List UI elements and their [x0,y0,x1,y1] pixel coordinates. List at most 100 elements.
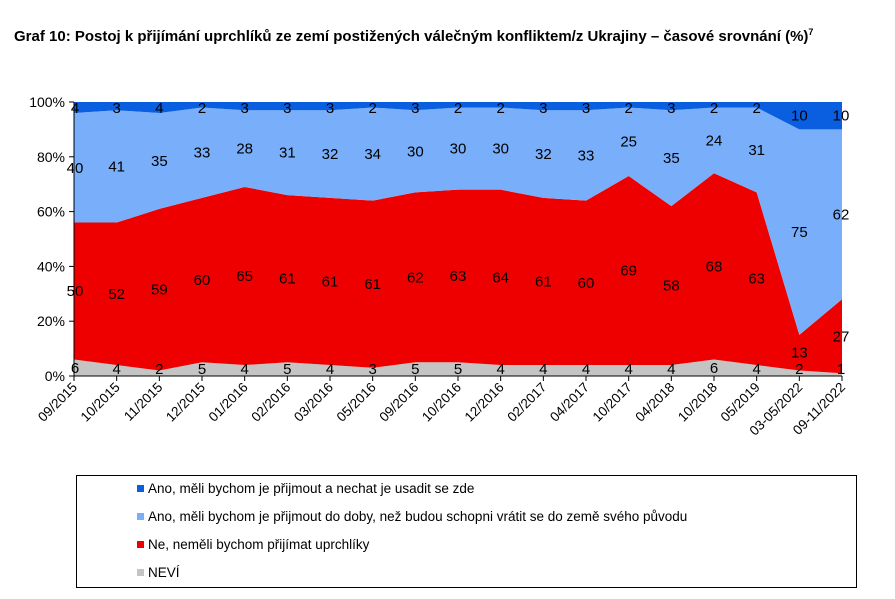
y-tick-label: 20% [37,313,65,329]
legend-label: Ano, měli bychom je přijmout a nechat je… [148,480,475,496]
data-label: 30 [492,141,509,158]
data-label: 3 [112,100,120,117]
x-tick-label: 02/2016 [248,380,293,425]
data-label: 59 [151,282,168,299]
data-label: 2 [155,361,163,378]
data-label: 5 [454,361,462,378]
data-label: 61 [279,271,296,288]
data-label: 6 [71,360,79,377]
x-tick-label: 12/2015 [163,380,208,425]
y-tick-label: 40% [37,258,65,274]
data-label: 32 [322,146,339,163]
data-label: 25 [620,134,637,151]
data-label: 3 [283,100,291,117]
data-label: 3 [411,100,419,117]
data-label: 4 [112,361,120,378]
stacked-area-chart: 0%20%40%60%80%100%09/201510/201511/20151… [29,94,850,438]
data-label: 4 [155,100,163,117]
data-label: 27 [833,328,850,345]
data-label: 50 [67,283,84,300]
legend-item: Ano, měli bychom je přijmout a nechat je… [137,480,474,496]
data-label: 60 [578,275,595,292]
data-label: 6 [710,360,718,377]
y-tick-label: 100% [29,94,65,110]
y-tick-label: 60% [37,204,65,220]
x-tick-label: 03/2016 [291,380,336,425]
data-label: 3 [667,100,675,117]
data-label: 40 [67,160,84,177]
data-label: 4 [326,361,334,378]
data-label: 28 [236,141,253,158]
data-label: 4 [624,361,632,378]
x-tick-label: 04/2018 [632,380,677,425]
data-label: 3 [368,361,376,378]
legend-swatch [137,568,144,576]
legend-swatch [137,484,144,492]
data-label: 24 [706,132,723,149]
data-label: 30 [450,141,467,158]
data-label: 33 [578,147,595,164]
data-label: 4 [582,361,590,378]
legend-item: Ano, měli bychom je přijmout do doby, ne… [137,508,687,524]
data-label: 4 [496,361,504,378]
x-tick-label: 02/2017 [504,380,549,425]
series-area-2 [74,107,842,335]
legend-label: Ne, neměli bychom přijímat uprchlíky [148,536,370,552]
y-tick-label: 80% [37,149,65,165]
legend-swatch [137,512,144,520]
data-label: 31 [279,145,296,162]
data-label: 1 [837,361,845,378]
data-label: 3 [326,100,334,117]
data-label: 5 [198,361,206,378]
legend-item: NEVÍ [137,564,180,580]
data-label: 61 [322,273,339,290]
data-label: 3 [582,100,590,117]
data-label: 65 [236,268,253,285]
data-label: 4 [71,100,79,117]
series-area-3 [74,102,842,130]
legend-label: NEVÍ [148,564,180,580]
data-label: 75 [791,224,808,241]
x-tick-label: 10/2018 [675,380,720,425]
data-label: 4 [539,361,547,378]
x-tick-label: 05/2016 [334,380,379,425]
data-label: 58 [663,278,680,295]
data-label: 3 [539,100,547,117]
chart-title-text: Graf 10: Postoj k přijímání uprchlíků ze… [14,28,809,45]
legend-label: Ano, měli bychom je přijmout do doby, ne… [148,508,688,524]
data-label: 62 [407,269,424,286]
data-label: 2 [496,100,504,117]
data-label: 31 [748,142,765,159]
data-label: 61 [364,276,381,293]
data-label: 35 [151,153,168,170]
x-tick-label: 12/2016 [462,380,507,425]
data-label: 62 [833,206,850,223]
data-label: 2 [198,100,206,117]
series-area-0 [74,359,842,376]
data-label: 64 [492,269,509,286]
data-label: 10 [791,108,808,125]
x-tick-label: 09/2015 [35,380,80,425]
data-label: 2 [454,100,462,117]
chart-title: Graf 10: Postoj k přijímání uprchlíků ze… [14,22,884,47]
chart-title-footnote: 7 [808,27,814,37]
data-label: 4 [752,361,760,378]
x-tick-label: 10/2015 [78,380,123,425]
data-label: 2 [752,100,760,117]
data-label: 35 [663,150,680,167]
data-label: 5 [283,361,291,378]
chart-legend: Ano, měli bychom je přijmout a nechat je… [76,475,857,588]
data-label: 61 [535,273,552,290]
data-label: 63 [450,268,467,285]
data-label: 41 [108,158,125,175]
x-tick-label: 10/2017 [590,380,635,425]
data-label: 5 [411,361,419,378]
data-label: 3 [240,100,248,117]
data-label: 69 [620,263,637,280]
x-tick-label: 09/2016 [376,380,421,425]
series-area-1 [74,173,842,374]
data-label: 52 [108,286,125,303]
data-label: 4 [667,361,675,378]
data-label: 2 [624,100,632,117]
data-label: 10 [833,108,850,125]
